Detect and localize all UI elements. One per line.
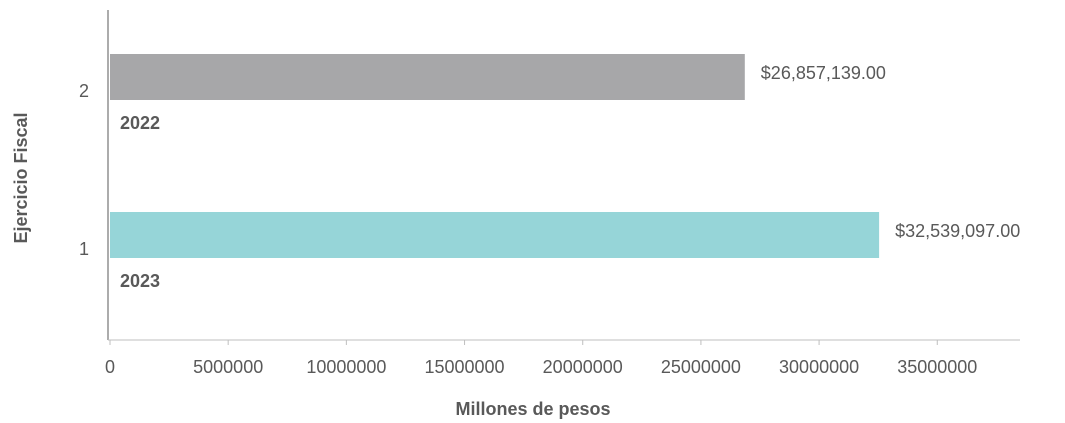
x-tick-label: 10000000 bbox=[306, 357, 386, 377]
bar-label: 2022 bbox=[120, 113, 160, 133]
x-tick-label: 35000000 bbox=[897, 357, 977, 377]
x-axis-title: Millones de pesos bbox=[455, 399, 610, 419]
x-tick-label: 25000000 bbox=[661, 357, 741, 377]
x-tick-label: 5000000 bbox=[193, 357, 263, 377]
x-tick-label: 30000000 bbox=[779, 357, 859, 377]
value-label: $26,857,139.00 bbox=[761, 63, 886, 83]
y-axis-title: Ejercicio Fiscal bbox=[11, 112, 31, 243]
x-tick-label: 15000000 bbox=[424, 357, 504, 377]
y-tick-label: 1 bbox=[79, 239, 89, 259]
x-tick-label: 0 bbox=[105, 357, 115, 377]
y-tick-label: 2 bbox=[79, 81, 89, 101]
bar bbox=[110, 212, 880, 258]
value-label: $32,539,097.00 bbox=[895, 221, 1020, 241]
bar bbox=[110, 54, 745, 100]
bar-label: 2023 bbox=[120, 271, 160, 291]
x-tick-label: 20000000 bbox=[543, 357, 623, 377]
